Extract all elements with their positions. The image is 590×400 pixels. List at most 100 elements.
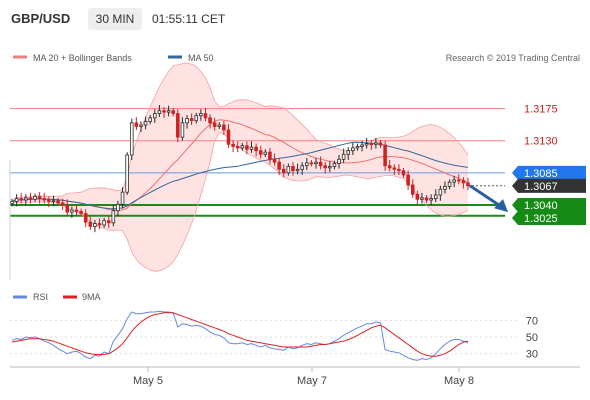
candle (387, 160, 392, 172)
candle (245, 141, 249, 155)
candle (277, 158, 281, 175)
candle (116, 200, 120, 217)
candle (328, 161, 332, 173)
candle (346, 147, 351, 160)
candle (185, 115, 189, 129)
timestamp: 01:55:11 CET (152, 12, 226, 26)
candle (24, 194, 28, 206)
level-badge-pointer (512, 178, 518, 193)
candle (452, 175, 456, 188)
candle (410, 179, 415, 198)
candle (281, 164, 286, 178)
bollinger-lower-line (11, 132, 469, 272)
candle (97, 218, 102, 230)
candle (351, 142, 355, 155)
legend-label-9ma: 9MA (82, 292, 101, 302)
legend-label-rsi: RSI (33, 292, 48, 302)
candle (65, 199, 70, 216)
candle (392, 164, 397, 175)
candle (199, 109, 203, 121)
candle (420, 192, 424, 204)
candle (461, 177, 466, 189)
bollinger-bands (12, 62, 468, 272)
candle (93, 220, 97, 233)
candle (70, 206, 74, 218)
credit-text: Research © 2019 Trading Central (446, 53, 580, 63)
candlesticks (10, 105, 470, 233)
candle (203, 107, 208, 122)
level-badge-text: 1.3040 (524, 200, 558, 212)
candle (254, 143, 258, 157)
candle (111, 205, 116, 227)
candle (102, 217, 106, 228)
bollinger-upper-line (11, 62, 469, 202)
level-badge-pointer (512, 165, 518, 180)
candle (249, 141, 254, 153)
symbol-title: GBP/USD (11, 11, 70, 26)
candle (28, 192, 33, 204)
candle (226, 124, 231, 148)
candle (374, 137, 378, 149)
candle (291, 162, 295, 176)
rsi-9ma-line (11, 312, 469, 357)
candle (383, 140, 387, 171)
candle (79, 208, 83, 217)
level-badge-text: 1.3085 (524, 168, 558, 180)
candle (157, 105, 162, 118)
level-badge-support (518, 198, 586, 212)
bollinger-band-fill (12, 62, 468, 272)
candle (231, 140, 235, 153)
moving-averages (11, 62, 469, 272)
candle (424, 195, 429, 203)
rsi-grid (10, 319, 520, 355)
candle (364, 137, 369, 149)
candle (33, 193, 37, 203)
candle (369, 140, 374, 150)
candle (323, 162, 327, 174)
candle (14, 194, 19, 207)
level-label-resistance: 1.3175 (524, 104, 558, 116)
candle (406, 170, 410, 190)
x-tick-label: May 8 (444, 375, 474, 387)
rsi-lines (11, 310, 469, 361)
candle (189, 113, 194, 125)
timeframe-badge[interactable] (88, 8, 142, 30)
rsi-tick-label: 30 (526, 349, 538, 361)
candle (180, 117, 185, 141)
candle (42, 192, 47, 204)
candle (51, 195, 56, 206)
candle (240, 142, 245, 151)
candle (433, 189, 438, 203)
candle (397, 164, 401, 175)
candle (134, 117, 139, 130)
candle (429, 194, 433, 205)
candle (300, 162, 304, 175)
candle (106, 216, 111, 228)
candle (318, 156, 323, 170)
candle (212, 117, 217, 131)
rsi-line (11, 310, 469, 361)
candle (129, 118, 134, 160)
x-tick-label: May 5 (133, 375, 163, 387)
level-badge-pointer (512, 211, 518, 225)
candle (438, 185, 443, 201)
candle (355, 143, 360, 151)
candle (60, 198, 65, 210)
candle (171, 107, 175, 117)
candle (378, 140, 383, 148)
candle (120, 187, 125, 209)
candle (360, 140, 364, 152)
level-badge-text: 1.3067 (524, 181, 558, 193)
candle (143, 116, 148, 130)
candle (447, 179, 452, 190)
candle (263, 149, 268, 158)
candle (314, 157, 318, 169)
candle (153, 109, 157, 123)
level-badge-pointer (512, 198, 518, 212)
candle (443, 181, 447, 194)
level-badge-pivot (518, 165, 586, 180)
candle (286, 163, 291, 176)
candle (47, 196, 51, 208)
candle (258, 145, 263, 159)
